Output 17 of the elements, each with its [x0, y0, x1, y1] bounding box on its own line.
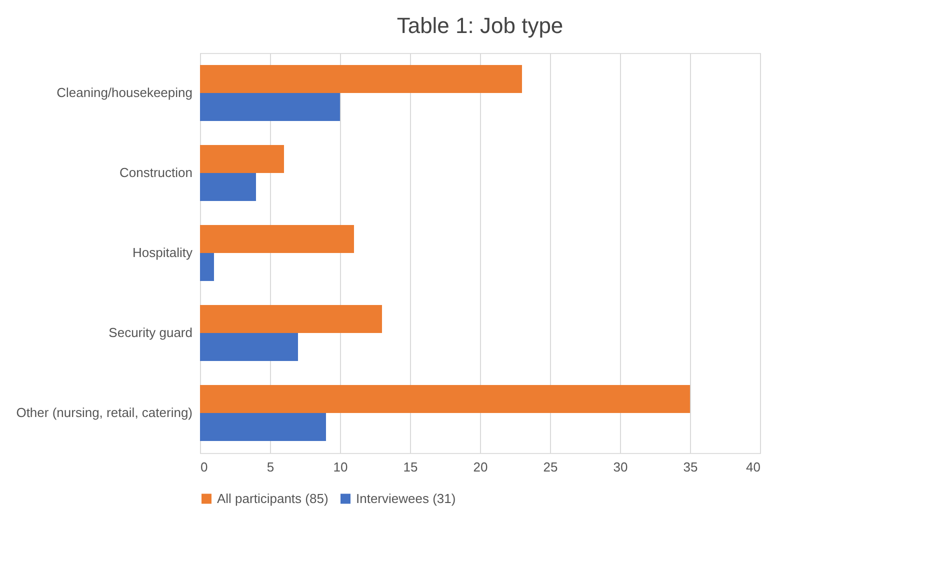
x-tick-label: 40: [746, 460, 760, 474]
y-tick-label: Construction: [120, 165, 192, 180]
x-tick-label: 35: [683, 460, 698, 474]
y-tick-label: Other (nursing, retail, catering): [16, 405, 192, 420]
x-tick-label: 0: [200, 460, 208, 474]
chart-title: Table 1: Job type: [396, 13, 564, 38]
x-tick-label: 30: [613, 460, 628, 474]
x-tick-label: 15: [403, 460, 418, 474]
legend-label: All participants (85): [217, 490, 328, 506]
legend-label: Interviewees (31): [356, 490, 456, 506]
y-tick-label: Cleaning/housekeeping: [56, 85, 192, 100]
x-tick-label: 25: [543, 460, 558, 474]
y-tick-label: Hospitality: [132, 245, 193, 260]
y-tick-label: Security guard: [108, 325, 192, 340]
x-tick-label: 20: [473, 460, 488, 474]
x-tick-label: 10: [333, 460, 348, 474]
x-tick-label: 5: [266, 460, 274, 474]
